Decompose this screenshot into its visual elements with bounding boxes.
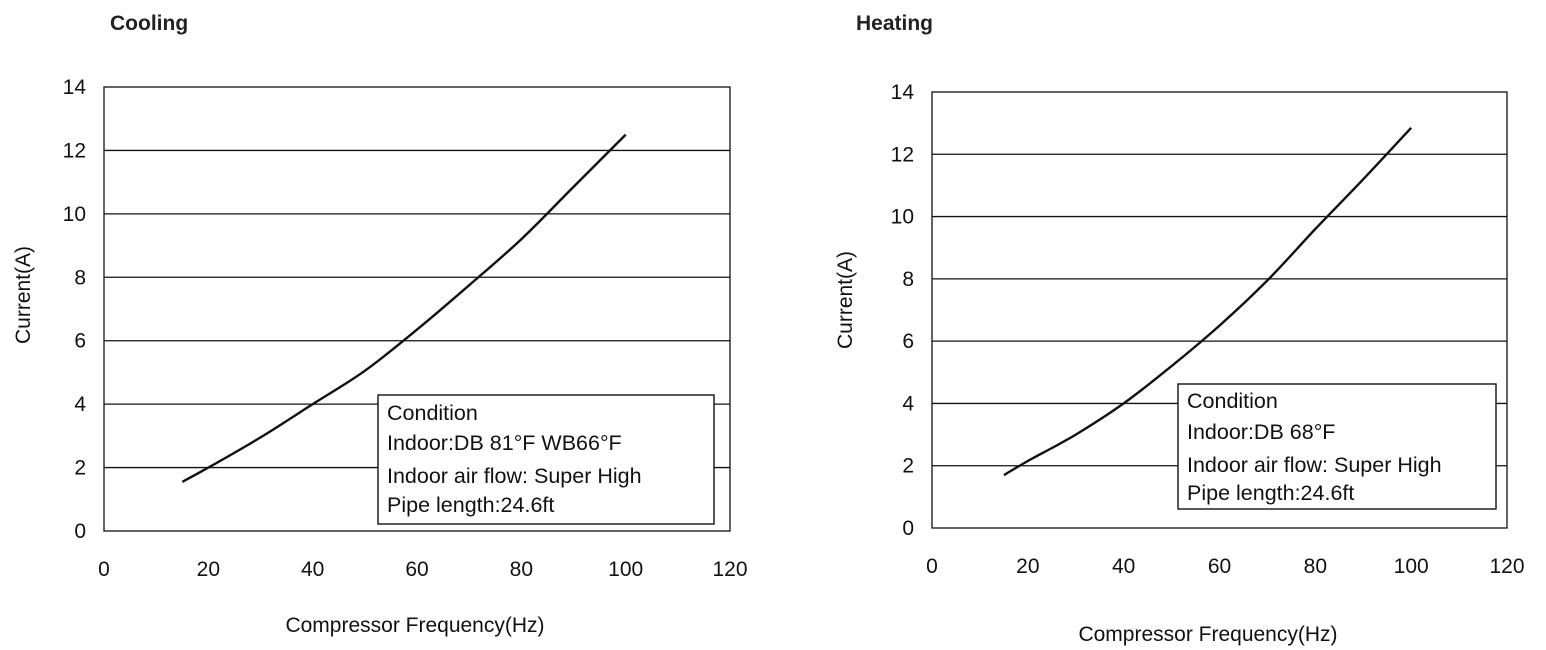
chart-title: Cooling <box>110 12 188 35</box>
plot-frame <box>103 86 731 532</box>
condition-line: Pipe length:24.6ft <box>387 493 554 517</box>
y-tick-label: 0 <box>74 520 86 543</box>
x-tick-label: 0 <box>98 558 110 581</box>
y-tick-label: 8 <box>74 266 86 289</box>
y-tick-label: 4 <box>902 392 914 415</box>
y-tick-label: 0 <box>902 517 914 540</box>
x-tick-label: 0 <box>926 555 938 578</box>
y-tick-label: 10 <box>891 206 914 229</box>
y-tick-label: 12 <box>891 143 914 166</box>
chart-heating: Heating 0 2 4 6 8 10 12 14 0 20 40 60 80 100 120 Compres… <box>834 12 1525 646</box>
x-tick-label: 120 <box>1489 555 1524 578</box>
y-axis-label: Current(A) <box>12 246 35 344</box>
x-axis-label: Compressor Frequency(Hz) <box>285 614 544 637</box>
y-axis-label: Current(A) <box>834 251 857 349</box>
y-tick-label: 4 <box>74 393 86 416</box>
x-tick-label: 120 <box>712 558 747 581</box>
y-tick-label: 14 <box>891 81 915 104</box>
x-tick-label: 40 <box>301 558 324 581</box>
y-tick-label: 6 <box>902 330 914 353</box>
plot-frame <box>931 91 1508 529</box>
y-tick-label: 2 <box>74 457 86 480</box>
y-tick-label: 14 <box>63 76 87 99</box>
x-tick-label: 100 <box>608 558 643 581</box>
condition-line: Indoor:DB 81°F WB66°F <box>387 431 622 455</box>
chart-title: Heating <box>856 12 933 35</box>
condition-line: Condition <box>387 401 478 425</box>
series-line <box>1003 126 1413 477</box>
x-tick-label: 60 <box>405 558 428 581</box>
y-tick-label: 10 <box>63 203 86 226</box>
y-tick-label: 2 <box>902 455 914 478</box>
x-tick-label: 20 <box>197 558 220 581</box>
condition-line: Indoor air flow: Super High <box>1187 453 1442 477</box>
series-line <box>181 133 627 483</box>
condition-line: Indoor air flow: Super High <box>387 464 642 488</box>
condition-box <box>1177 383 1497 510</box>
y-tick-label: 6 <box>74 330 86 353</box>
x-tick-label: 20 <box>1016 555 1039 578</box>
x-tick-label: 100 <box>1394 555 1429 578</box>
condition-line: Pipe length:24.6ft <box>1187 481 1354 505</box>
chart-cooling: Cooling 0 2 4 6 8 10 12 14 0 20 40 60 80 100 120 Compres… <box>12 12 748 637</box>
condition-box <box>377 394 715 525</box>
y-tick-label: 8 <box>902 268 914 291</box>
condition-line: Condition <box>1187 389 1278 413</box>
x-tick-label: 60 <box>1208 555 1231 578</box>
condition-line: Indoor:DB 68°F <box>1187 420 1335 444</box>
x-tick-label: 80 <box>510 558 533 581</box>
y-tick-label: 12 <box>63 139 86 162</box>
x-tick-label: 80 <box>1304 555 1327 578</box>
x-axis-label: Compressor Frequency(Hz) <box>1078 623 1337 646</box>
x-tick-label: 40 <box>1112 555 1135 578</box>
